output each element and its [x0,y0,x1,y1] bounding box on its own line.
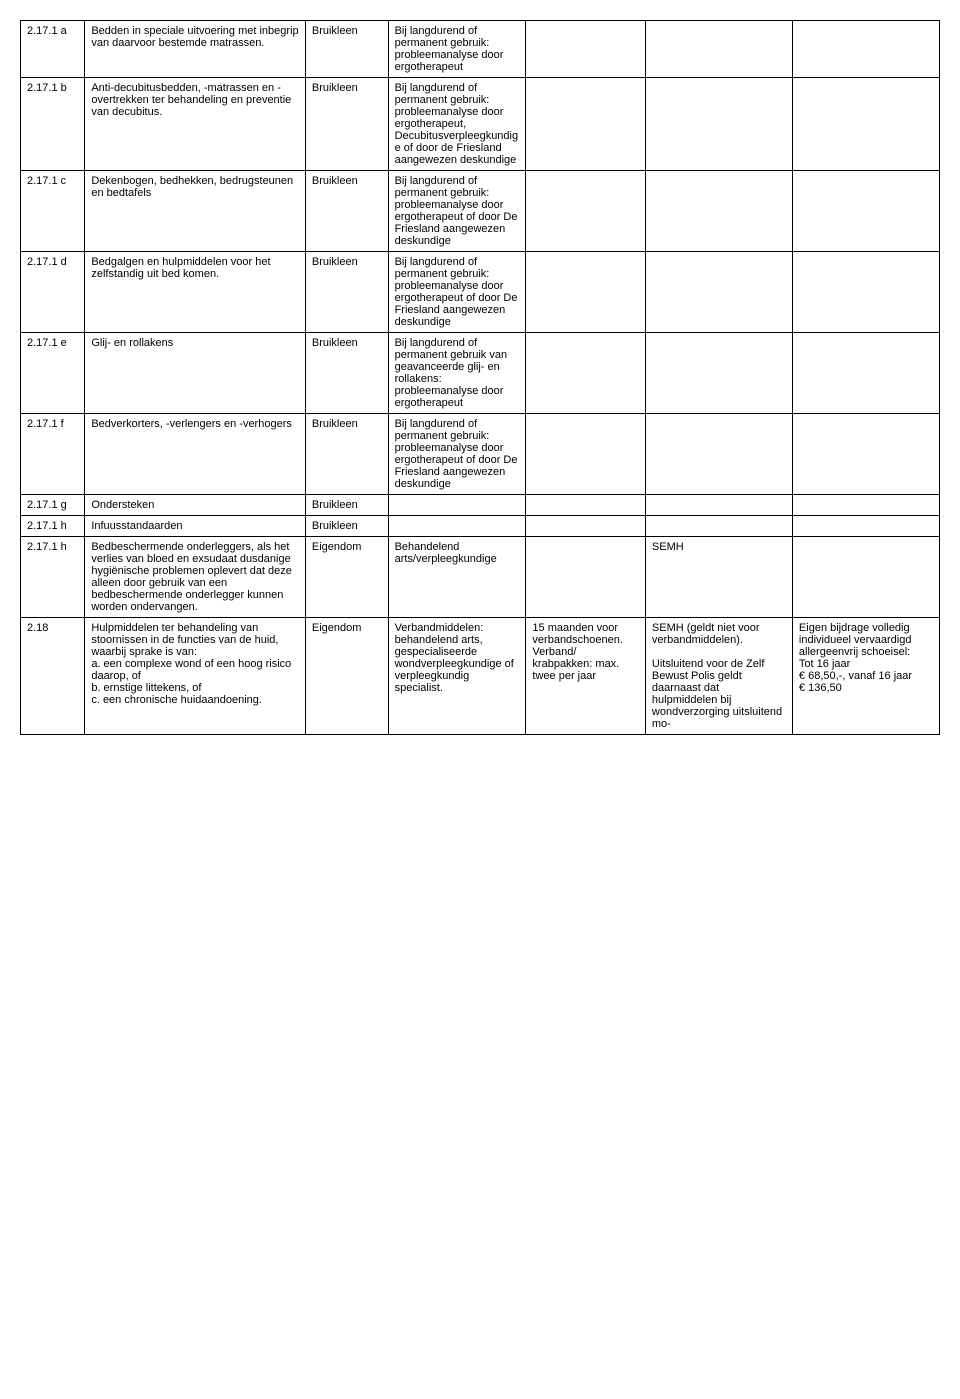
cell-cost: Eigen bijdrage volledig individueel verv… [792,618,939,735]
cell-semh [645,78,792,171]
table-row: 2.17.1 eGlij- en rollakensBruikleenBij l… [21,333,940,414]
cell-type: Bruikleen [305,516,388,537]
cell-period [526,495,645,516]
table-row: 2.17.1 aBedden in speciale uitvoering me… [21,21,940,78]
cell-code: 2.18 [21,618,85,735]
cell-cost [792,21,939,78]
table-row: 2.17.1 dBedgalgen en hulpmiddelen voor h… [21,252,940,333]
cell-type: Bruikleen [305,171,388,252]
table-row: 2.17.1 hInfuusstandaardenBruikleen [21,516,940,537]
cell-code: 2.17.1 f [21,414,85,495]
cell-semh [645,21,792,78]
cell-period [526,21,645,78]
table-row: 2.17.1 bAnti-decubitusbedden, -matrassen… [21,78,940,171]
cell-cost [792,414,939,495]
cell-cost [792,516,939,537]
cell-period [526,414,645,495]
cell-cond: Verbandmiddelen: behandelend arts, gespe… [388,618,526,735]
cell-type: Bruikleen [305,252,388,333]
cell-cond: Bij langdurend of permanent gebruik: pro… [388,252,526,333]
cell-period [526,78,645,171]
cell-cond: Bij langdurend of permanent gebruik: pro… [388,21,526,78]
cell-period [526,537,645,618]
cell-desc: Anti-decubitusbedden, -matrassen en -ove… [85,78,306,171]
table-body: 2.17.1 aBedden in speciale uitvoering me… [21,21,940,735]
table-row: 2.17.1 gOnderstekenBruikleen [21,495,940,516]
cell-semh: SEMH (geldt niet voor verbandmiddelen).U… [645,618,792,735]
cell-desc: Bedgalgen en hulpmiddelen voor het zelfs… [85,252,306,333]
cell-cond [388,495,526,516]
cell-code: 2.17.1 h [21,537,85,618]
cell-cond: Bij langdurend of permanent gebruik: pro… [388,414,526,495]
cell-cost [792,537,939,618]
cell-type: Eigendom [305,537,388,618]
cell-desc: Bedden in speciale uitvoering met inbegr… [85,21,306,78]
cell-code: 2.17.1 a [21,21,85,78]
cell-cost [792,78,939,171]
table-row: 2.17.1 cDekenbogen, bedhekken, bedrugste… [21,171,940,252]
cell-type: Bruikleen [305,495,388,516]
cell-semh [645,495,792,516]
table-row: 2.18Hulpmiddelen ter behandeling van sto… [21,618,940,735]
cell-semh [645,414,792,495]
cell-code: 2.17.1 h [21,516,85,537]
cell-cond [388,516,526,537]
cell-period [526,252,645,333]
cell-desc: Glij- en rollakens [85,333,306,414]
cell-cost [792,333,939,414]
cell-semh [645,171,792,252]
cell-type: Bruikleen [305,78,388,171]
cell-desc: Bedbeschermende onderleggers, als het ve… [85,537,306,618]
table-row: 2.17.1 hBedbeschermende onderleggers, al… [21,537,940,618]
cell-cost [792,495,939,516]
cell-desc: Dekenbogen, bedhekken, bedrugsteunen en … [85,171,306,252]
cell-period [526,333,645,414]
cell-type: Bruikleen [305,414,388,495]
cell-type: Eigendom [305,618,388,735]
cell-cond: Bij langdurend of permanent gebruik: pro… [388,78,526,171]
cell-desc: Hulpmiddelen ter behandeling van stoorni… [85,618,306,735]
cell-cost [792,252,939,333]
cell-type: Bruikleen [305,21,388,78]
cell-desc: Ondersteken [85,495,306,516]
cell-semh [645,516,792,537]
cell-semh [645,333,792,414]
cell-period [526,171,645,252]
cell-period [526,516,645,537]
cell-desc: Bedverkorters, -verlengers en -verhogers [85,414,306,495]
cell-desc: Infuusstandaarden [85,516,306,537]
cell-code: 2.17.1 e [21,333,85,414]
cell-type: Bruikleen [305,333,388,414]
cell-period: 15 maanden voor verbandschoenen. Verband… [526,618,645,735]
cell-cond: Bij langdurend of permanent gebruik van … [388,333,526,414]
cell-semh: SEMH [645,537,792,618]
cell-code: 2.17.1 b [21,78,85,171]
cell-cond: Behandelend arts/verpleegkundige [388,537,526,618]
table-row: 2.17.1 fBedverkorters, -verlengers en -v… [21,414,940,495]
cell-cost [792,171,939,252]
regulations-table: 2.17.1 aBedden in speciale uitvoering me… [20,20,940,735]
cell-code: 2.17.1 d [21,252,85,333]
cell-code: 2.17.1 g [21,495,85,516]
cell-semh [645,252,792,333]
cell-cond: Bij langdurend of permanent gebruik: pro… [388,171,526,252]
cell-code: 2.17.1 c [21,171,85,252]
